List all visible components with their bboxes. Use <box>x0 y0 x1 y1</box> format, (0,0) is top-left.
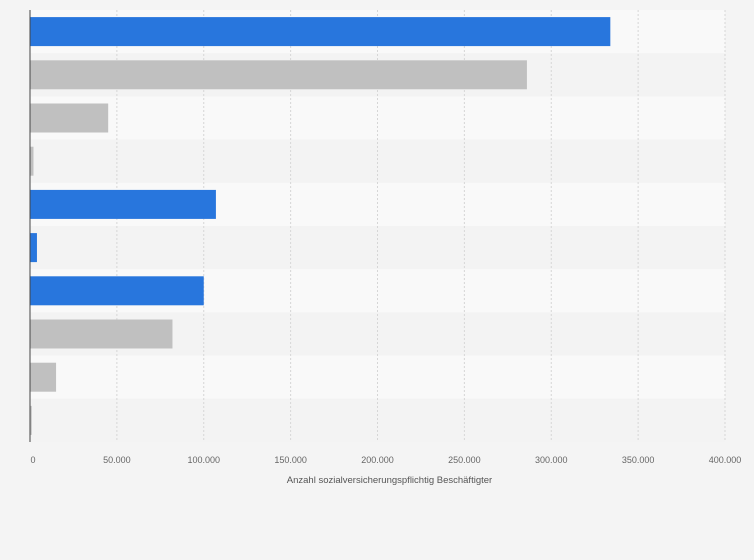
x-tick-label: 150.000 <box>274 455 307 465</box>
x-tick-label: 400.000 <box>709 455 742 465</box>
x-tick-label: 250.000 <box>448 455 481 465</box>
x-tick-label: 100.000 <box>187 455 220 465</box>
bars <box>30 17 611 435</box>
bar <box>30 405 32 435</box>
x-axis-title: Anzahl sozialversicherungspflichtig Besc… <box>287 475 492 486</box>
bar <box>30 146 34 176</box>
bar <box>30 103 109 133</box>
bar <box>30 362 57 392</box>
bar <box>30 189 216 219</box>
x-tick-label: 0 <box>30 455 35 465</box>
x-tick-label: 300.000 <box>535 455 568 465</box>
bar <box>30 233 37 263</box>
x-tick-label: 350.000 <box>622 455 655 465</box>
x-tick-labels: 0 50.000 100.000 150.000 200.000 250.000 300.0… <box>30 455 741 465</box>
bar <box>30 17 611 47</box>
bar <box>30 276 204 306</box>
bar <box>30 60 527 90</box>
x-tick-label: 50.000 <box>103 455 131 465</box>
bar <box>30 319 173 349</box>
x-tick-label: 200.000 <box>361 455 394 465</box>
